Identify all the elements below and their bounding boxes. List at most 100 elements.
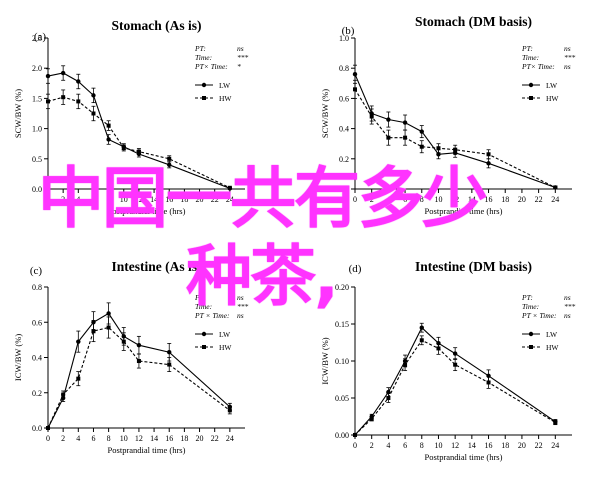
series-line (47, 72, 230, 189)
x-tick-label: 12 (451, 195, 459, 204)
x-axis-label: Postprandial time (hrs) (108, 445, 186, 455)
data-point (61, 95, 66, 100)
x-tick-label: 22 (535, 441, 543, 450)
data-point (121, 145, 126, 150)
data-point (486, 380, 491, 385)
x-tick-label: 22 (535, 195, 543, 204)
data-point (76, 339, 81, 344)
y-tick-label: 0.15 (335, 320, 349, 329)
y-tick-label: 0.4 (339, 125, 349, 134)
legend-label: HW (219, 94, 232, 103)
y-axis-label: ICW/BW (%) (13, 334, 23, 381)
data-point (46, 99, 50, 104)
data-point (167, 162, 172, 168)
x-tick-label: 14 (150, 195, 158, 204)
data-point (61, 392, 66, 397)
data-point (486, 161, 491, 166)
data-point (106, 137, 111, 142)
data-point (352, 72, 358, 77)
x-tick-label: 10 (434, 441, 442, 450)
panel-d: Intestine (DM basis) (d) 0.00 0.05 0.10 0.15 0… (320, 259, 576, 462)
data-point (46, 426, 50, 430)
x-axis-label: Postprandial time (hrs) (108, 206, 186, 216)
y-axis-label: SCW/BW (%) (320, 89, 330, 138)
y-tick-label: 0.00 (335, 431, 349, 440)
legend-label: HW (219, 343, 232, 352)
stat-label: PT: (194, 44, 206, 53)
series-hw (353, 79, 558, 190)
series-lw (352, 64, 558, 190)
data-point (419, 325, 424, 330)
stat-value: ns (564, 311, 571, 320)
data-point (452, 351, 458, 356)
data-point (76, 99, 81, 104)
panel-letter: (d) (349, 263, 362, 275)
stat-label: Time: (522, 302, 539, 311)
x-tick-label: 22 (211, 434, 219, 443)
y-tick-label: 2.5 (32, 34, 42, 43)
stat-value: ns (564, 293, 571, 302)
x-tick-label: 16 (165, 434, 173, 443)
data-point (106, 311, 111, 316)
y-tick-label: 0.2 (32, 389, 42, 398)
stat-label: PT: (521, 44, 533, 53)
stat-value: *** (564, 53, 576, 62)
stat-label: PT × Time: (194, 311, 230, 320)
series-line (354, 73, 556, 189)
x-tick-label: 20 (196, 195, 204, 204)
panel-b: Stomach (DM basis) (b) 0.0 0.2 0.4 0.6 0.8 1.0 0… (320, 14, 576, 216)
data-point (453, 147, 458, 152)
x-tick-label: 10 (434, 195, 442, 204)
stat-label: PT× Time: (194, 62, 228, 71)
x-tick-label: 0 (353, 441, 357, 450)
x-tick-label: 20 (518, 441, 526, 450)
data-point (419, 338, 424, 343)
x-tick-label: 18 (180, 195, 188, 204)
data-point (227, 408, 232, 413)
data-point (76, 376, 81, 381)
y-tick-label: 0.0 (339, 185, 349, 194)
y-tick-label: 0.8 (339, 64, 349, 73)
x-tick-label: 2 (370, 441, 374, 450)
stat-value: * (237, 62, 241, 71)
x-tick-label: 0 (353, 195, 357, 204)
data-point (136, 149, 141, 154)
panel-c: Intestine (As is)(c)0.00.20.40.60.80 2 4 6 8… (13, 259, 249, 455)
data-point (403, 362, 408, 367)
data-point (419, 144, 424, 149)
x-tick-label: 24 (551, 195, 559, 204)
data-point (136, 359, 141, 364)
y-tick-label: 2.0 (32, 64, 42, 73)
data-point (486, 152, 491, 157)
stat-value: ns (564, 62, 571, 71)
legend-marker (528, 331, 534, 337)
data-point (121, 339, 126, 344)
stat-label: PT: (194, 293, 206, 302)
chart-title: Stomach (As is) (112, 18, 202, 33)
x-tick-label: 2 (370, 195, 374, 204)
stat-value: ns (237, 311, 244, 320)
stat-value: ns (237, 293, 244, 302)
stat-label: Time: (522, 53, 539, 62)
stat-label: PT: (521, 293, 533, 302)
y-tick-label: 0.5 (32, 155, 42, 164)
y-tick-label: 1.0 (32, 125, 42, 134)
x-tick-label: 22 (211, 195, 219, 204)
legend-marker (201, 331, 207, 337)
x-tick-label: 8 (420, 441, 424, 450)
x-tick-label: 0 (46, 434, 50, 443)
data-point (386, 117, 391, 122)
x-axis-label: Postprandial time (hrs) (425, 206, 503, 216)
data-point (436, 346, 441, 351)
x-tick-label: 18 (180, 434, 188, 443)
legend-label: HW (546, 94, 559, 103)
chart-title: Stomach (DM basis) (415, 14, 532, 29)
data-point (91, 93, 96, 98)
legend-marker (202, 96, 206, 100)
series-hw (46, 316, 232, 430)
x-tick-label: 4 (76, 195, 80, 204)
x-tick-label: 0 (46, 195, 50, 204)
data-point (353, 87, 357, 92)
y-tick-label: 0.0 (32, 424, 42, 433)
